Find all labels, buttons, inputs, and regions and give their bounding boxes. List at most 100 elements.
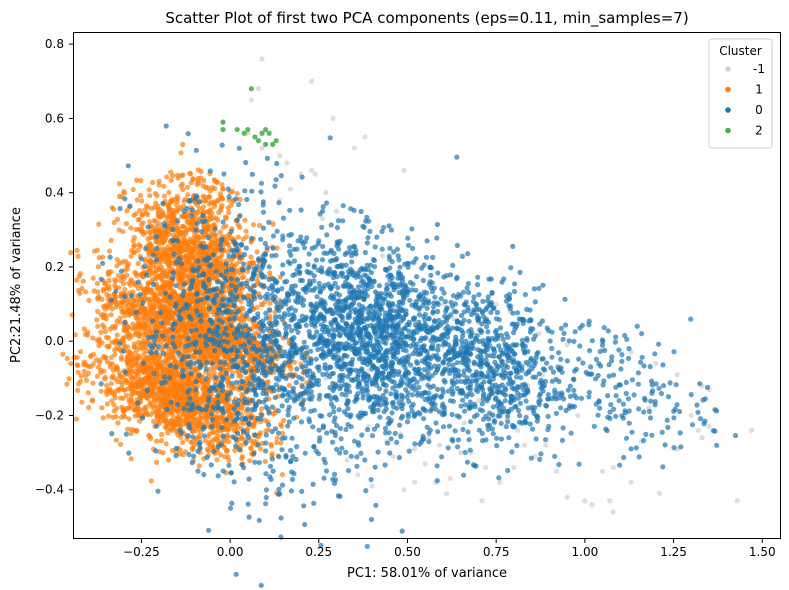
- point-cluster-1: [158, 386, 164, 392]
- point-cluster-0: [276, 430, 282, 436]
- point-cluster-0: [382, 462, 388, 468]
- point-cluster-1: [171, 392, 177, 398]
- point-cluster-0: [243, 440, 249, 446]
- point-cluster-1: [108, 237, 114, 243]
- point-cluster-0: [190, 277, 196, 283]
- point-cluster-minus1: [277, 152, 283, 159]
- point-cluster-0: [125, 163, 131, 169]
- point-cluster-minus1: [333, 208, 340, 214]
- point-cluster-0: [239, 242, 245, 248]
- point-cluster-1: [116, 388, 122, 394]
- point-cluster-0: [320, 423, 326, 429]
- point-cluster-1: [170, 354, 176, 360]
- point-cluster-1: [163, 316, 169, 322]
- point-cluster-minus1: [369, 483, 375, 489]
- point-cluster-0: [159, 320, 165, 326]
- point-cluster-1: [93, 357, 99, 363]
- point-cluster-1: [103, 334, 110, 340]
- point-cluster-1: [161, 183, 167, 189]
- point-cluster-1: [160, 209, 166, 215]
- point-cluster-1: [95, 296, 101, 302]
- point-cluster-0: [235, 277, 241, 283]
- point-cluster-minus1: [479, 498, 485, 504]
- point-cluster-0: [276, 387, 282, 393]
- point-cluster-1: [114, 332, 120, 338]
- point-cluster-0: [215, 399, 221, 405]
- point-cluster-1: [195, 209, 201, 215]
- point-cluster-1: [213, 355, 219, 361]
- point-cluster-0: [323, 468, 330, 474]
- point-cluster-0: [219, 424, 225, 430]
- point-cluster-0: [162, 290, 169, 296]
- point-cluster-1: [218, 207, 224, 213]
- point-cluster-0: [184, 305, 190, 311]
- point-cluster-1: [75, 387, 81, 393]
- point-cluster-0: [273, 177, 279, 183]
- point-cluster-0: [202, 218, 208, 224]
- point-cluster-1: [107, 390, 113, 396]
- point-cluster-1: [212, 178, 218, 184]
- point-cluster-minus1: [319, 216, 325, 222]
- point-cluster-minus1: [521, 442, 528, 448]
- point-cluster-1: [122, 286, 128, 293]
- point-cluster-1: [147, 193, 153, 199]
- point-cluster-1: [281, 417, 287, 424]
- point-cluster-0: [287, 243, 293, 249]
- point-cluster-1: [111, 402, 117, 408]
- point-cluster-1: [173, 377, 179, 383]
- point-cluster-0: [122, 369, 128, 375]
- point-cluster-1: [86, 297, 92, 303]
- point-cluster-0: [193, 327, 199, 333]
- point-cluster-1: [131, 344, 137, 350]
- point-cluster-1: [76, 273, 82, 279]
- point-cluster-0: [273, 382, 279, 388]
- point-cluster-1: [177, 328, 183, 334]
- point-cluster-1: [208, 245, 215, 251]
- point-cluster-minus1: [351, 145, 357, 151]
- point-cluster-minus1: [514, 427, 521, 433]
- point-cluster-1: [94, 317, 100, 323]
- point-cluster-1: [188, 180, 194, 186]
- point-cluster-1: [180, 323, 186, 329]
- point-cluster-1: [131, 212, 137, 218]
- point-cluster-0: [310, 481, 316, 487]
- point-cluster-0: [193, 147, 199, 153]
- point-cluster-0: [299, 384, 305, 390]
- point-cluster-0: [100, 260, 106, 266]
- point-cluster-0: [163, 123, 169, 129]
- point-cluster-0: [234, 379, 240, 385]
- point-cluster-1: [139, 367, 145, 373]
- point-cluster-1: [156, 413, 162, 419]
- point-cluster-0: [118, 268, 124, 274]
- point-cluster-1: [73, 416, 79, 422]
- point-cluster-1: [137, 243, 143, 249]
- point-cluster-1: [114, 405, 120, 412]
- point-cluster-1: [90, 351, 97, 357]
- point-cluster-0: [163, 343, 169, 349]
- point-cluster-1: [139, 198, 145, 204]
- point-cluster-1: [94, 373, 100, 379]
- point-cluster-1: [95, 308, 101, 314]
- point-cluster-minus1: [401, 167, 407, 173]
- point-cluster-1: [118, 414, 124, 420]
- point-cluster-0: [289, 476, 296, 482]
- point-cluster-0: [330, 476, 336, 482]
- point-cluster-1: [104, 343, 110, 349]
- point-cluster-1: [201, 177, 207, 183]
- point-cluster-1: [110, 324, 116, 330]
- point-cluster-1: [90, 380, 96, 386]
- point-cluster-0: [214, 285, 220, 292]
- point-cluster-0: [358, 450, 364, 456]
- point-cluster-1: [116, 369, 123, 376]
- point-cluster-1: [128, 392, 134, 398]
- point-cluster-0: [239, 330, 245, 336]
- point-cluster-0: [317, 413, 323, 419]
- point-cluster-1: [147, 365, 153, 371]
- point-cluster-0: [303, 322, 309, 328]
- point-cluster-0: [117, 341, 123, 347]
- point-cluster-1: [236, 373, 242, 379]
- point-cluster-1: [147, 241, 153, 247]
- point-cluster-minus1: [482, 464, 489, 471]
- point-cluster-0: [227, 505, 234, 511]
- point-cluster-1: [106, 286, 112, 292]
